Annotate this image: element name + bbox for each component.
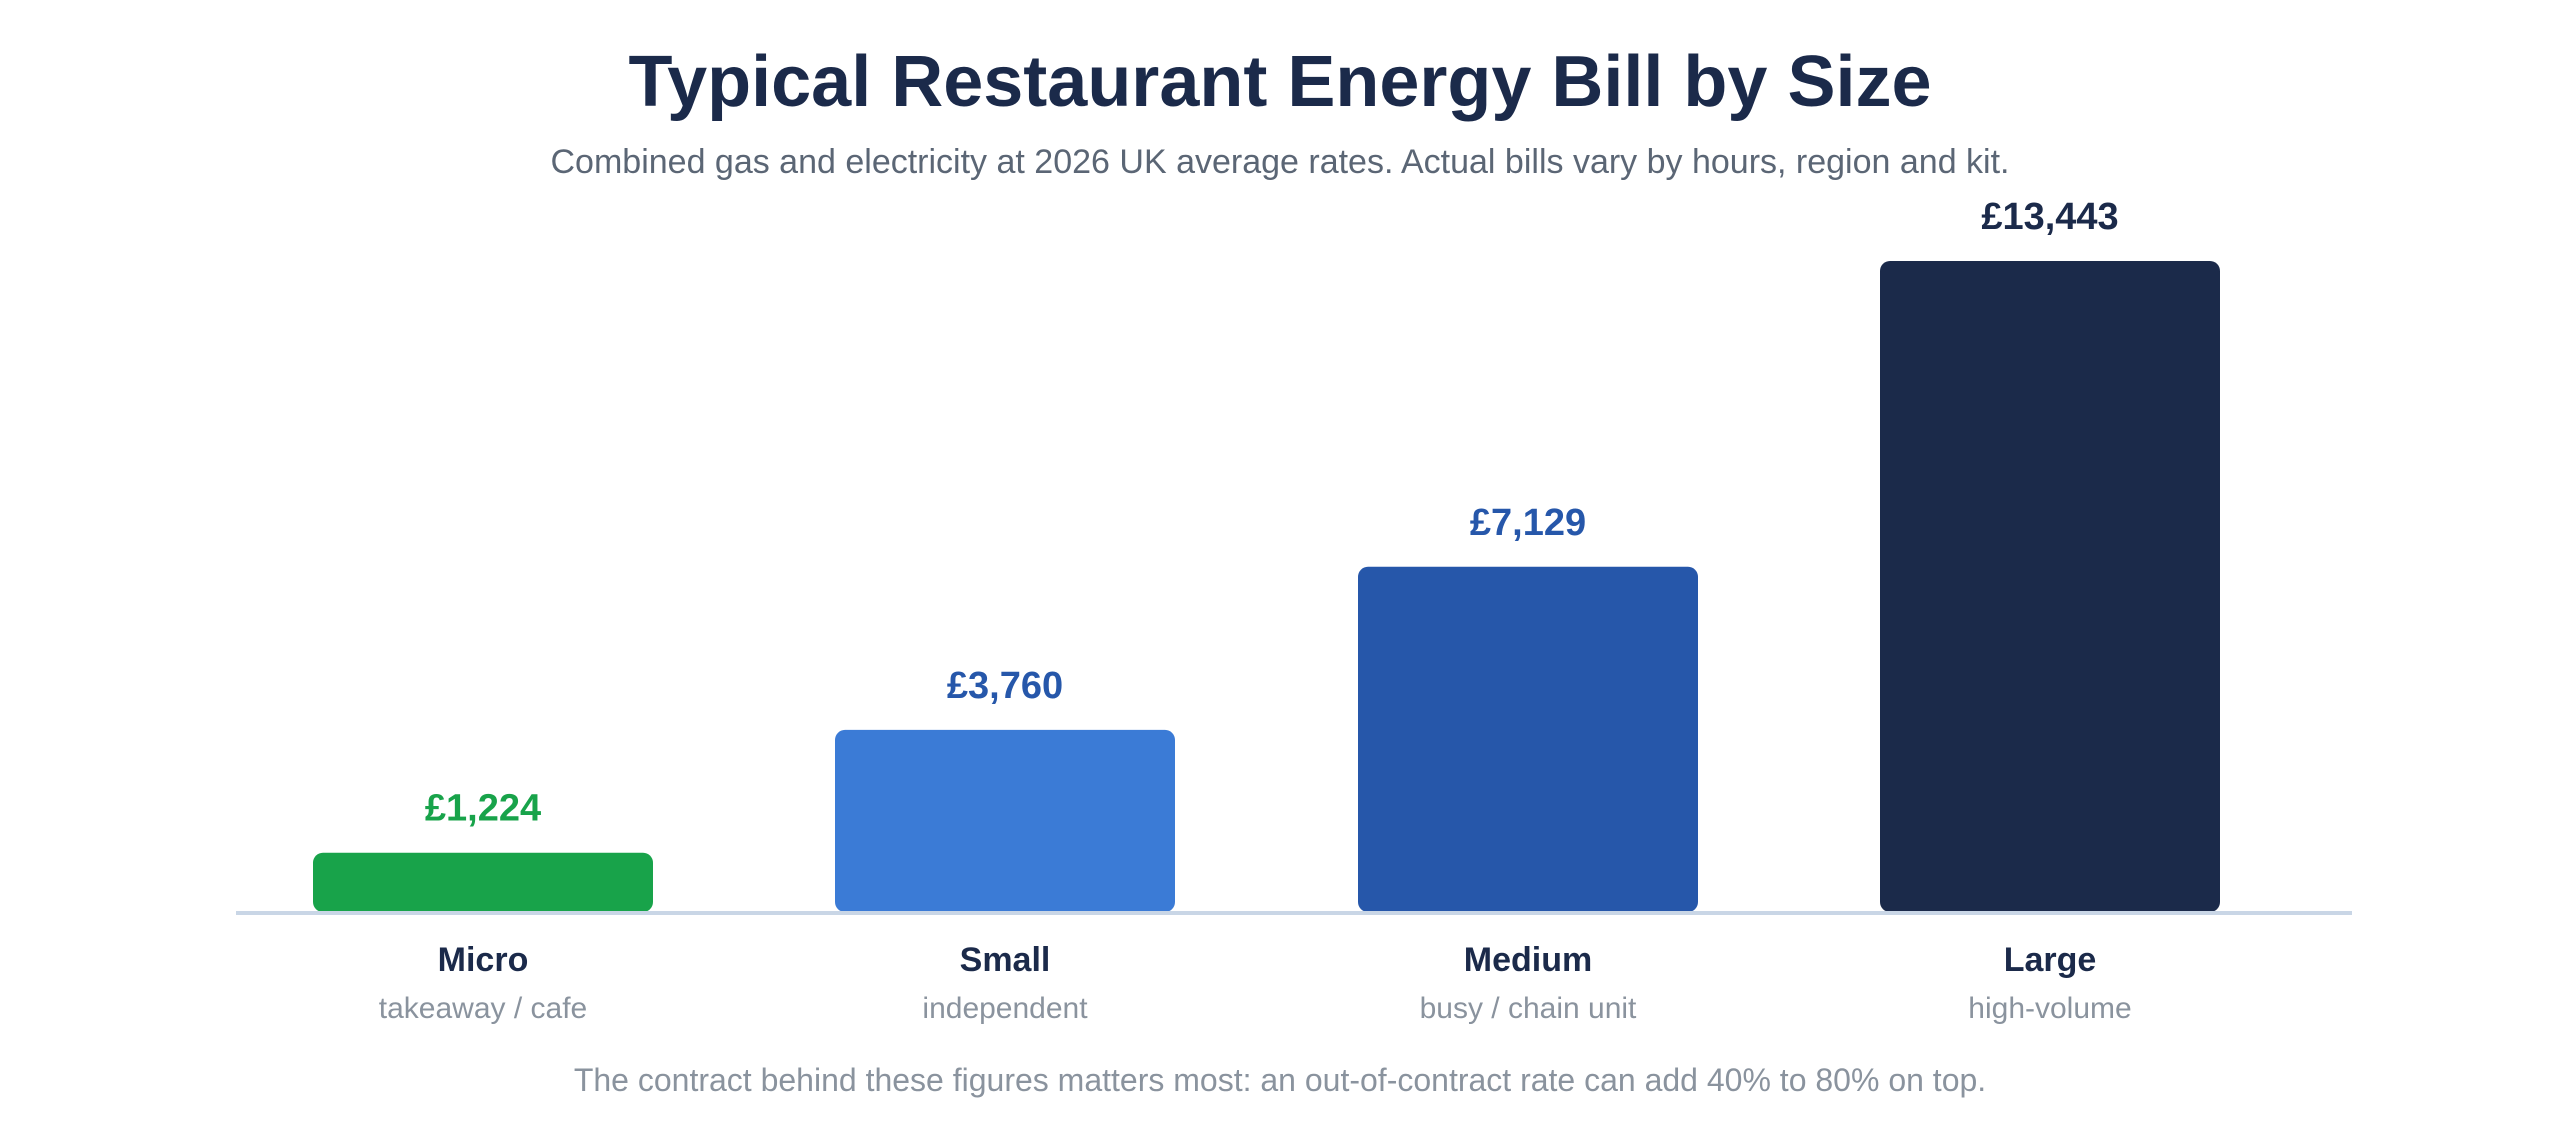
category-label-large: Large [2004,941,2097,979]
bar-medium [1358,566,1698,912]
value-label-small: £3,760 [947,665,1063,707]
category-sublabel-small: independent [922,992,1088,1025]
chart-title: Typical Restaurant Energy Bill by Size [628,42,1932,122]
chart-subtitle: Combined gas and electricity at 2026 UK … [550,143,2010,181]
value-label-medium: £7,129 [1470,502,1586,544]
value-label-large: £13,443 [1981,196,2118,238]
category-sublabel-micro: takeaway / cafe [379,992,587,1025]
category-label-medium: Medium [1464,941,1592,979]
bar-micro [313,852,653,912]
chart-footnote: The contract behind these figures matter… [573,1062,1987,1098]
category-sublabel-large: high-volume [1968,992,2131,1025]
category-sublabel-medium: busy / chain unit [1420,992,1637,1025]
labels-layer: £1,224 Micro takeaway / cafe £3,760 Small ind… [379,196,2132,1025]
bar-small [835,729,1175,912]
category-label-small: Small [960,941,1051,979]
value-label-micro: £1,224 [425,788,541,830]
category-label-micro: Micro [438,941,529,979]
bar-large [1880,261,2220,912]
bars-layer [313,261,2220,912]
